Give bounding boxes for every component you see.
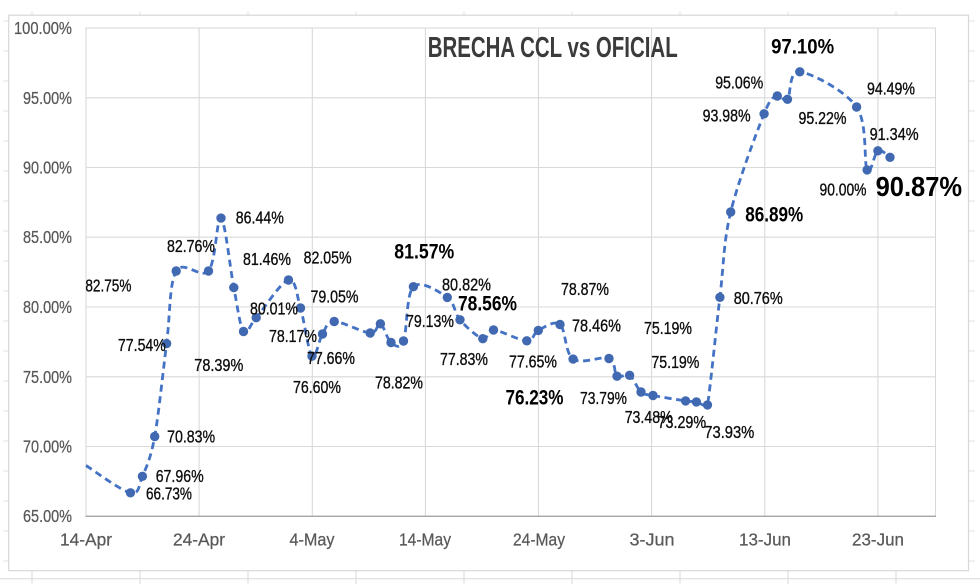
svg-text:80.00%: 80.00% (23, 297, 72, 317)
svg-text:78.46%: 78.46% (572, 316, 621, 336)
svg-text:82.05%: 82.05% (304, 248, 352, 268)
svg-text:90.87%: 90.87% (876, 171, 963, 202)
svg-text:13-Jun: 13-Jun (739, 529, 791, 549)
svg-text:67.96%: 67.96% (156, 466, 204, 486)
svg-text:76.60%: 76.60% (293, 377, 341, 397)
svg-text:70.00%: 70.00% (23, 437, 72, 457)
svg-text:77.65%: 77.65% (509, 352, 557, 372)
svg-text:77.83%: 77.83% (440, 349, 488, 369)
svg-text:78.82%: 78.82% (375, 372, 423, 392)
svg-text:97.10%: 97.10% (771, 35, 834, 58)
svg-text:86.44%: 86.44% (236, 208, 284, 228)
svg-text:77.66%: 77.66% (307, 348, 355, 368)
svg-text:77.54%: 77.54% (118, 335, 166, 355)
svg-text:76.23%: 76.23% (506, 387, 564, 410)
svg-text:95.00%: 95.00% (23, 88, 72, 108)
svg-text:78.17%: 78.17% (269, 326, 317, 346)
svg-text:90.00%: 90.00% (23, 158, 72, 178)
svg-text:73.79%: 73.79% (580, 388, 627, 408)
svg-text:80.82%: 80.82% (442, 275, 491, 295)
svg-text:93.98%: 93.98% (703, 106, 751, 126)
svg-text:78.87%: 78.87% (561, 279, 609, 299)
svg-text:95.06%: 95.06% (715, 73, 763, 93)
svg-text:81.46%: 81.46% (243, 249, 291, 269)
svg-text:85.00%: 85.00% (23, 227, 72, 247)
svg-text:73.48%: 73.48% (625, 407, 673, 427)
svg-text:24-Apr: 24-Apr (173, 529, 225, 549)
svg-text:73.29%: 73.29% (658, 412, 707, 432)
svg-text:70.83%: 70.83% (167, 426, 215, 446)
svg-text:4-May: 4-May (290, 529, 335, 549)
svg-text:3-Jun: 3-Jun (630, 529, 675, 549)
svg-text:95.22%: 95.22% (799, 108, 847, 128)
svg-text:79.05%: 79.05% (311, 287, 359, 307)
svg-text:80.01%: 80.01% (250, 298, 298, 318)
svg-text:24-May: 24-May (513, 529, 565, 549)
svg-text:90.00%: 90.00% (820, 179, 867, 199)
svg-text:14-Apr: 14-Apr (60, 529, 112, 549)
svg-text:66.73%: 66.73% (146, 484, 192, 504)
svg-text:80.76%: 80.76% (734, 288, 783, 308)
svg-text:65.00%: 65.00% (23, 506, 72, 526)
svg-text:BRECHA CCL vs OFICIAL: BRECHA CCL vs OFICIAL (428, 32, 678, 64)
svg-text:78.56%: 78.56% (458, 293, 517, 316)
svg-text:14-May: 14-May (399, 529, 451, 549)
svg-text:73.93%: 73.93% (704, 422, 754, 442)
svg-text:23-Jun: 23-Jun (852, 529, 904, 549)
svg-text:79.13%: 79.13% (406, 311, 454, 331)
svg-text:91.34%: 91.34% (870, 124, 919, 144)
svg-text:100.00%: 100.00% (14, 18, 72, 38)
svg-text:75.19%: 75.19% (644, 318, 692, 338)
svg-text:75.19%: 75.19% (651, 352, 699, 372)
svg-text:94.49%: 94.49% (867, 79, 915, 99)
svg-text:86.89%: 86.89% (745, 203, 803, 226)
svg-text:81.57%: 81.57% (394, 241, 454, 264)
svg-text:75.00%: 75.00% (23, 367, 72, 387)
svg-text:78.39%: 78.39% (194, 355, 243, 375)
svg-text:82.76%: 82.76% (167, 236, 215, 256)
svg-text:82.75%: 82.75% (85, 276, 131, 296)
